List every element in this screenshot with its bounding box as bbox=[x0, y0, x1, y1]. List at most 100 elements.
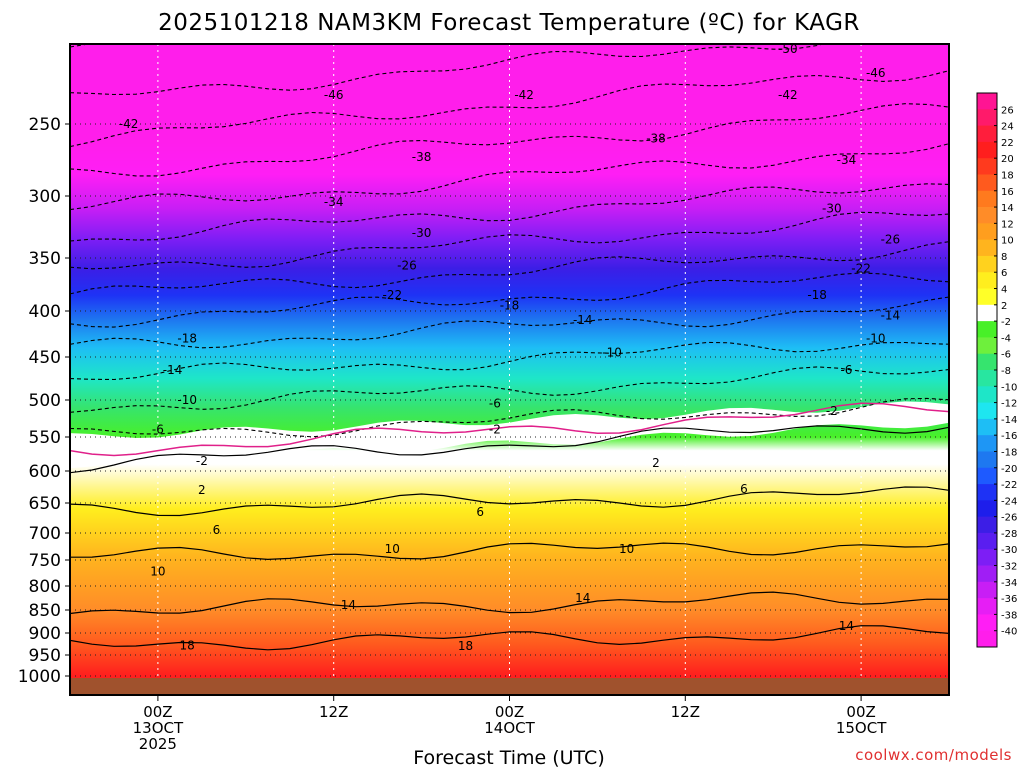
colorbar-label: 2 bbox=[1001, 301, 1007, 312]
x-axis-label: Forecast Time (UTC) bbox=[413, 747, 604, 768]
colorbar-swatch bbox=[977, 516, 997, 534]
colorbar-swatch bbox=[977, 386, 997, 403]
x-tick-label: 14OCT bbox=[484, 719, 535, 737]
contour-label: 14 bbox=[839, 619, 854, 633]
colorbar-swatch bbox=[977, 630, 997, 648]
contour-line bbox=[70, 425, 949, 474]
y-tick-label: 450 bbox=[29, 348, 61, 368]
contour-label: -46 bbox=[324, 88, 344, 102]
x-tick-label: 12Z bbox=[319, 703, 348, 721]
colorbar-label: -40 bbox=[1001, 627, 1017, 638]
contour-label: -26 bbox=[881, 232, 901, 246]
colorbar-label: -18 bbox=[1001, 447, 1017, 458]
y-tick-label: 650 bbox=[29, 494, 61, 514]
contour-label: 2 bbox=[652, 456, 660, 470]
contour-label: -34 bbox=[837, 153, 857, 167]
colorbar-swatch bbox=[977, 451, 997, 469]
contour-line bbox=[70, 486, 949, 517]
y-tick-label: 400 bbox=[29, 302, 61, 322]
colorbar-swatch bbox=[977, 223, 997, 241]
contour-label: 6 bbox=[740, 482, 748, 496]
colorbar-label: 16 bbox=[1001, 187, 1014, 198]
colorbar-swatch bbox=[977, 435, 997, 452]
contour-label: -14 bbox=[163, 363, 183, 377]
colorbar-label: -26 bbox=[1001, 513, 1017, 524]
contour-label: 10 bbox=[385, 542, 400, 556]
contour-label: -18 bbox=[177, 332, 197, 346]
colorbar-label: -22 bbox=[1001, 480, 1017, 491]
contour-label: -2 bbox=[489, 423, 501, 437]
contour-label: -42 bbox=[119, 117, 139, 131]
contour-line bbox=[70, 397, 949, 438]
contour-label: 18 bbox=[458, 639, 473, 653]
contour-label: 2 bbox=[198, 483, 206, 497]
terrain-ground-strip bbox=[70, 678, 949, 695]
colorbar-label: -20 bbox=[1001, 464, 1017, 475]
colorbar-swatch bbox=[977, 272, 997, 289]
colorbar-swatch bbox=[977, 125, 997, 143]
x-tick-label: 00Z bbox=[846, 703, 875, 721]
contour-line bbox=[70, 241, 949, 295]
y-tick-label: 600 bbox=[29, 462, 61, 482]
colorbar-label: -6 bbox=[1001, 350, 1011, 361]
contour-label: -14 bbox=[881, 309, 901, 323]
y-tick-label: 550 bbox=[29, 428, 61, 448]
y-tick-label: 250 bbox=[29, 115, 61, 135]
colorbar-label: 24 bbox=[1001, 122, 1014, 133]
contour-label: -10 bbox=[602, 345, 622, 359]
colorbar-swatch bbox=[977, 141, 997, 159]
contour-label: -38 bbox=[412, 150, 432, 164]
colorbar-label: -4 bbox=[1001, 333, 1011, 344]
colorbar-swatch bbox=[977, 304, 997, 322]
contour-label: -50 bbox=[778, 42, 798, 56]
colorbar-swatch bbox=[977, 598, 997, 615]
y-tick-label: 800 bbox=[29, 577, 61, 597]
contour-label: -18 bbox=[807, 288, 827, 302]
colorbar-label: 10 bbox=[1001, 236, 1014, 247]
contour-label: -2 bbox=[196, 454, 208, 468]
x-tick-label: 00Z bbox=[495, 703, 524, 721]
colorbar-swatch bbox=[977, 484, 997, 501]
colorbar-swatch bbox=[977, 500, 997, 518]
contour-line bbox=[70, 272, 949, 328]
contour-line bbox=[70, 296, 949, 349]
colorbar-label: -16 bbox=[1001, 431, 1017, 442]
colorbar-label: 20 bbox=[1001, 154, 1014, 165]
colorbar-swatch bbox=[977, 337, 997, 355]
contour-label: -46 bbox=[866, 66, 886, 80]
contour-label: -22 bbox=[851, 262, 871, 276]
colorbar-swatch bbox=[977, 207, 997, 224]
contour-line bbox=[70, 211, 949, 270]
contour-label: -6 bbox=[489, 397, 501, 411]
y-tick-label: 700 bbox=[29, 524, 61, 544]
y-tick-label: 900 bbox=[29, 624, 61, 644]
zero-degree-contour bbox=[70, 402, 949, 457]
x-tick-label: 2025 bbox=[139, 735, 177, 753]
colorbar-swatch bbox=[977, 467, 997, 485]
chart-title: 2025101218 NAM3KM Forecast Temperature (… bbox=[158, 10, 860, 36]
colorbar-swatch bbox=[977, 158, 997, 175]
x-tick-label: 00Z bbox=[143, 703, 172, 721]
colorbar-label: 12 bbox=[1001, 219, 1014, 230]
colorbar-label: -24 bbox=[1001, 496, 1017, 507]
credit-text: coolwx.com/models bbox=[855, 746, 1012, 764]
colorbar-swatch bbox=[977, 565, 997, 583]
colorbar: 26 24 22 20 18 16 14 12 10 8 6 4 2 -2 -4 -6 -8 -10 -12 -14 -… bbox=[976, 92, 1017, 648]
contour-label: -38 bbox=[646, 131, 666, 145]
colorbar-swatch bbox=[977, 532, 997, 550]
colorbar-swatch bbox=[977, 321, 997, 338]
colorbar-swatch bbox=[977, 353, 997, 371]
contour-label: 18 bbox=[180, 638, 195, 652]
contour-label: -22 bbox=[382, 288, 402, 302]
colorbar-label: -10 bbox=[1001, 382, 1017, 393]
contour-label: -26 bbox=[397, 258, 417, 272]
colorbar-label: -28 bbox=[1001, 529, 1017, 540]
colorbar-swatch bbox=[977, 288, 997, 306]
contour-label: 14 bbox=[341, 598, 356, 612]
y-tick-label: 300 bbox=[29, 187, 61, 207]
contour-label: 6 bbox=[476, 505, 484, 519]
contour-label: -34 bbox=[324, 195, 344, 209]
colorbar-swatch bbox=[977, 549, 997, 566]
contour-line bbox=[70, 542, 949, 561]
colorbar-swatch bbox=[977, 174, 997, 192]
